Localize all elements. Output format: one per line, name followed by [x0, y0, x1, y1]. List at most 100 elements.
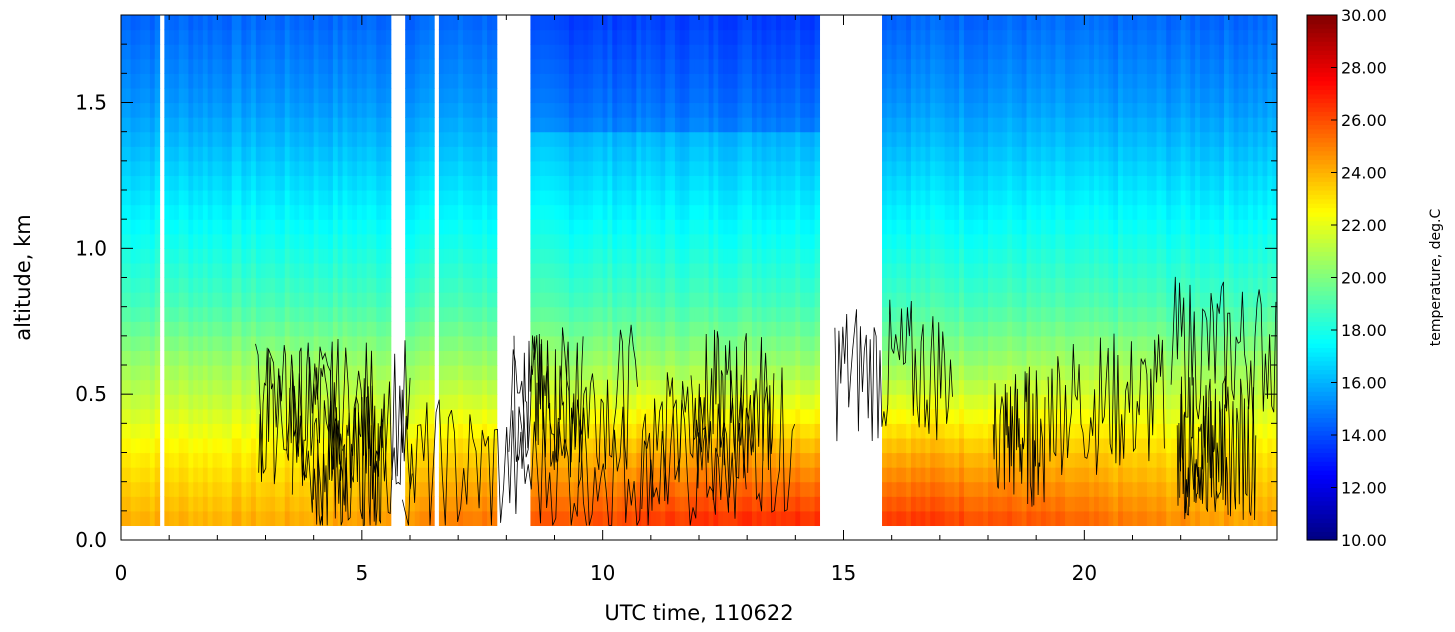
- heatmap-cell: [342, 365, 348, 381]
- heatmap-cell: [906, 335, 912, 352]
- heatmap-cell: [559, 321, 565, 337]
- heatmap-cell: [405, 365, 411, 381]
- heatmap-cell: [337, 408, 344, 424]
- heatmap-cell: [920, 379, 926, 395]
- heatmap-cell: [145, 233, 151, 249]
- heatmap-cell: [145, 248, 151, 264]
- heatmap-cell: [347, 423, 353, 439]
- heatmap-cell: [727, 58, 734, 74]
- heatmap-cell: [621, 335, 628, 352]
- heatmap-cell: [265, 44, 271, 60]
- heatmap-cell: [636, 365, 642, 381]
- heatmap-cell: [313, 277, 320, 293]
- heatmap-cell: [207, 496, 214, 512]
- heatmap-cell: [732, 219, 739, 235]
- heatmap-cell: [670, 437, 676, 454]
- heatmap-cell: [342, 29, 348, 45]
- heatmap-cell: [424, 233, 430, 249]
- heatmap-cell: [809, 29, 816, 45]
- heatmap-cell: [665, 146, 671, 162]
- heatmap-cell: [130, 58, 137, 74]
- heatmap-cell: [217, 146, 223, 162]
- heatmap-cell: [260, 262, 267, 279]
- heatmap-cell: [226, 117, 233, 133]
- heatmap-cell: [544, 437, 551, 454]
- heatmap-cell: [135, 408, 141, 424]
- heatmap-cell: [318, 15, 324, 31]
- heatmap-cell: [164, 365, 170, 381]
- heatmap-cell: [130, 496, 137, 512]
- heatmap-cell: [226, 87, 233, 104]
- heatmap-cell: [737, 44, 743, 60]
- heatmap-cell: [920, 292, 926, 308]
- heatmap-cell: [544, 423, 551, 439]
- heatmap-cell: [419, 481, 426, 497]
- heatmap-cell: [371, 277, 377, 293]
- heatmap-cell: [723, 394, 729, 410]
- heatmap-cell: [559, 248, 565, 264]
- heatmap-cell: [149, 292, 156, 308]
- heatmap-cell: [891, 379, 898, 395]
- heatmap-cell: [154, 467, 161, 483]
- heatmap-cell: [246, 233, 252, 249]
- heatmap-cell: [583, 496, 589, 512]
- heatmap-cell: [631, 146, 637, 162]
- heatmap-cell: [438, 160, 445, 177]
- heatmap-cell: [612, 15, 618, 31]
- heatmap-cell: [559, 58, 565, 74]
- heatmap-cell: [713, 437, 719, 454]
- heatmap-cell: [275, 233, 281, 249]
- heatmap-cell: [920, 233, 926, 249]
- heatmap-cell: [347, 73, 353, 89]
- heatmap-cell: [544, 146, 551, 162]
- heatmap-cell: [443, 452, 450, 468]
- heatmap-cell: [540, 29, 546, 45]
- heatmap-cell: [540, 15, 546, 31]
- heatmap-cell: [125, 219, 132, 235]
- heatmap-cell: [665, 190, 671, 206]
- heatmap-cell: [212, 437, 218, 454]
- heatmap-cell: [255, 306, 262, 322]
- heatmap-cell: [145, 219, 151, 235]
- heatmap-cell: [279, 496, 286, 512]
- heatmap-cell: [689, 131, 695, 147]
- heatmap-cell: [347, 233, 353, 249]
- heatmap-cell: [602, 481, 609, 497]
- heatmap-cell: [130, 423, 137, 439]
- heatmap-cell: [467, 321, 474, 337]
- heatmap-cell: [424, 452, 430, 468]
- heatmap-cell: [318, 102, 324, 118]
- heatmap-cell: [366, 277, 373, 293]
- heatmap-cell: [467, 423, 474, 439]
- heatmap-cell: [241, 117, 247, 133]
- heatmap-cell: [202, 175, 209, 191]
- heatmap-cell: [251, 467, 257, 483]
- heatmap-cell: [785, 131, 792, 147]
- heatmap-cell: [424, 335, 430, 352]
- heatmap-cell: [154, 102, 161, 118]
- heatmap-cell: [467, 496, 474, 512]
- heatmap-cell: [405, 175, 411, 191]
- heatmap-cell: [655, 160, 662, 177]
- heatmap-cell: [795, 219, 801, 235]
- heatmap-cell: [896, 73, 902, 89]
- heatmap-cell: [419, 15, 426, 31]
- heatmap-cell: [626, 204, 633, 220]
- heatmap-cell: [121, 175, 127, 191]
- heatmap-cell: [573, 131, 580, 147]
- heatmap-cell: [443, 394, 450, 410]
- heatmap-cell: [703, 219, 710, 235]
- heatmap-cell: [795, 190, 801, 206]
- heatmap-cell: [241, 306, 247, 322]
- heatmap-cell: [385, 117, 392, 133]
- heatmap-cell: [703, 248, 710, 264]
- heatmap-cell: [670, 233, 676, 249]
- heatmap-cell: [284, 452, 291, 468]
- heatmap-cell: [602, 394, 609, 410]
- heatmap-cell: [414, 175, 421, 191]
- heatmap-cell: [318, 248, 324, 264]
- heatmap-cell: [149, 350, 156, 366]
- heatmap-cell: [549, 73, 556, 89]
- heatmap-cell: [540, 190, 546, 206]
- heatmap-cell: [169, 233, 175, 249]
